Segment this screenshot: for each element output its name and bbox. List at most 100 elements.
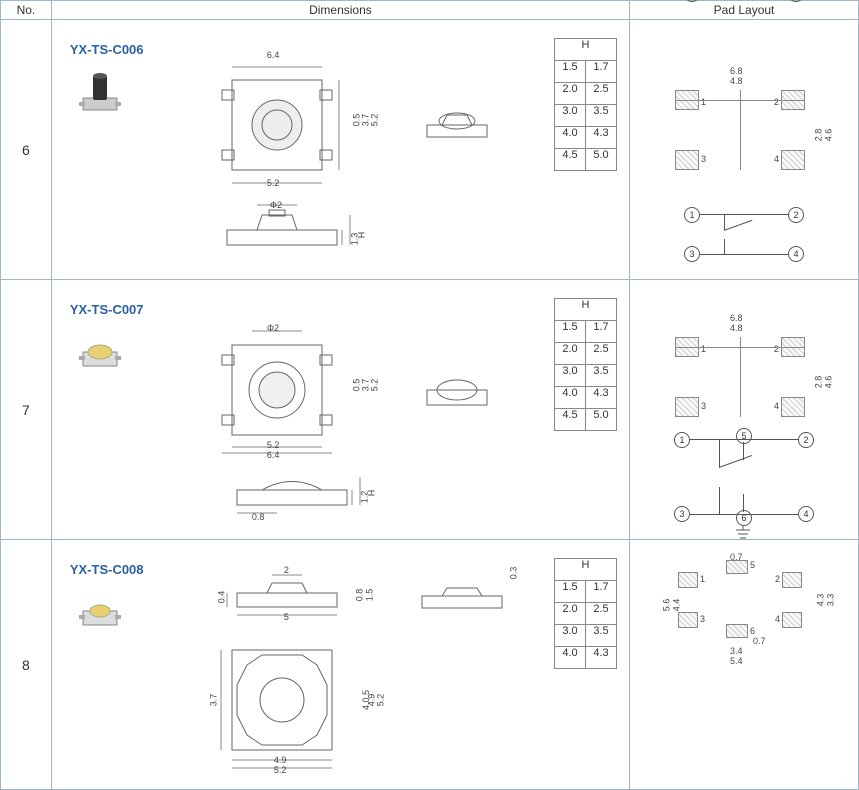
pad-corner-label: 6	[750, 626, 755, 636]
h-cell: 3.5	[586, 625, 617, 647]
schem-node: 3	[684, 246, 700, 262]
h-cell: 3.5	[586, 365, 617, 387]
pad-footprint: 1 2 3 4	[675, 322, 805, 417]
h-cell: 3.0	[555, 365, 586, 387]
pad-corner-label: 4	[775, 614, 780, 624]
h-header: H	[555, 559, 617, 581]
schem-node: 3	[674, 506, 690, 522]
pad-corner-label: 2	[775, 574, 780, 584]
dim-label: 4.8	[730, 76, 743, 86]
pad-corner-label: 1	[701, 344, 706, 354]
dim-label: 3.3	[825, 594, 835, 607]
h-table: H 1.51.7 2.02.5 3.03.5 4.04.3	[554, 558, 617, 669]
dim-label: 4.8	[730, 323, 743, 333]
dim-label: 3.7	[208, 694, 218, 707]
table-row: 8 YX-TS-C008	[1, 540, 859, 790]
h-table: H 1.51.7 2.02.5 3.03.5 4.04.3 4.55.0	[554, 38, 617, 171]
dim-label: 6.4	[267, 50, 280, 60]
schem-node: 5	[736, 428, 752, 444]
h-cell: 5.0	[586, 149, 617, 171]
dim-label: 3.4	[730, 646, 743, 656]
h-cell: 3.5	[586, 105, 617, 127]
profile-drawing	[207, 200, 367, 255]
header-no: No.	[1, 1, 52, 20]
schematic: 1 2 3 4 5 6	[674, 432, 814, 522]
top-view-drawing	[207, 325, 357, 455]
dim-label: 2.8	[813, 376, 823, 389]
h-cell: 4.0	[555, 127, 586, 149]
h-cell: 2.0	[555, 343, 586, 365]
h-cell: 1.7	[586, 581, 617, 603]
ground-icon	[733, 526, 753, 540]
h-cell: 4.3	[586, 647, 617, 669]
pad-corner-label: 3	[701, 401, 706, 411]
dim-label: 5.4	[730, 656, 743, 666]
dim-label: 5.2	[369, 379, 379, 392]
pad-corner-label: 3	[701, 154, 706, 164]
pad-corner-label: 4	[774, 401, 779, 411]
product-photo	[70, 325, 130, 380]
row-no: 7	[1, 280, 52, 540]
schem-node: 6	[736, 510, 752, 526]
dim-label: 5.2	[369, 114, 379, 127]
dim-label: 4.6	[823, 376, 833, 389]
h-cell: 2.0	[555, 83, 586, 105]
header-row: No. Dimensions Pad Layout	[1, 1, 859, 20]
pad-footprint: 1 2 3 4 5 6	[670, 560, 810, 660]
pad-corner-label: 1	[700, 574, 705, 584]
h-cell: 3.0	[555, 105, 586, 127]
dim-label: 0.8	[252, 512, 265, 522]
row-no: 6	[1, 20, 52, 280]
schem-node: 4	[798, 506, 814, 522]
h-cell: 1.7	[586, 61, 617, 83]
dim-label: H	[366, 490, 376, 497]
dim-label: 5.2	[267, 178, 280, 188]
h-cell: 4.5	[555, 409, 586, 431]
pad-corner-label: 4	[774, 154, 779, 164]
pad-corner-label: 2	[774, 97, 779, 107]
h-table: H 1.51.7 2.02.5 3.03.5 4.04.3 4.55.0	[554, 298, 617, 431]
dim-label: 6.4	[267, 450, 280, 460]
dim-label: 4.9	[274, 755, 287, 765]
dim-label: 5.2	[267, 440, 280, 450]
schem-node: 2	[798, 432, 814, 448]
dim-label: 4.3	[815, 594, 825, 607]
row-no: 8	[1, 540, 52, 790]
spec-table: No. Dimensions Pad Layout 6 YX-TS-C006	[0, 0, 859, 790]
top-view-drawing	[207, 635, 367, 775]
dimensions-cell: YX-TS-C008 2	[51, 540, 629, 790]
product-photo	[70, 585, 130, 640]
top-view-drawing	[207, 55, 357, 195]
dim-label: 5.2	[375, 694, 385, 707]
part-number: YX-TS-C008	[70, 562, 144, 577]
h-cell: 4.3	[586, 127, 617, 149]
dim-label: 4.6	[823, 129, 833, 142]
header-dim: Dimensions	[51, 1, 629, 20]
dimensions-cell: YX-TS-C006	[51, 20, 629, 280]
dim-label: Φ2	[267, 323, 279, 333]
pad-layout-cell: 1 2 3 4 5 6 0.7 5.6 4.4 4.3 3.3 3.4 5.4 …	[630, 540, 859, 790]
dim-label: 0.3	[508, 567, 518, 580]
h-cell: 2.0	[555, 603, 586, 625]
h-cell: 2.5	[586, 83, 617, 105]
dim-label: 0.4	[216, 591, 226, 604]
schem-node: 2	[788, 207, 804, 223]
h-header: H	[555, 39, 617, 61]
h-cell: 1.5	[555, 61, 586, 83]
dimensions-cell: YX-TS-C007	[51, 280, 629, 540]
h-cell: 4.0	[555, 647, 586, 669]
dim-label: 0.7	[730, 552, 743, 562]
h-cell: 4.0	[555, 387, 586, 409]
h-cell: 4.3	[586, 387, 617, 409]
dim-label: 2	[284, 565, 289, 575]
dim-label: 1.5	[364, 589, 374, 602]
h-cell: 1.5	[555, 581, 586, 603]
dim-label: 6.8	[730, 313, 743, 323]
h-cell: 5.0	[586, 409, 617, 431]
side-view-drawing	[412, 578, 512, 618]
schem-node: 4	[788, 0, 804, 2]
pad-corner-label: 5	[750, 560, 755, 570]
dim-label: 6.8	[730, 66, 743, 76]
h-cell: 3.0	[555, 625, 586, 647]
h-header: H	[555, 299, 617, 321]
